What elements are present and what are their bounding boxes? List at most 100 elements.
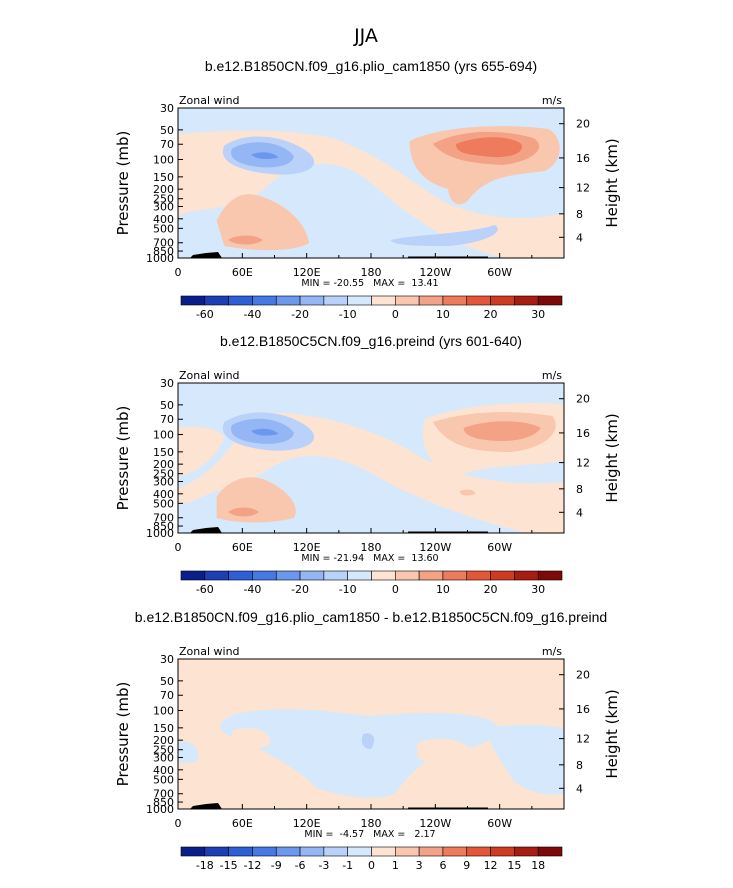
topography bbox=[190, 803, 222, 809]
pressure-axis-title: Pressure (mb) bbox=[114, 682, 132, 787]
pressure-tick-label: 850 bbox=[153, 520, 174, 533]
colorbar-cell bbox=[395, 295, 420, 306]
pressure-tick-label: 100 bbox=[153, 705, 174, 718]
pressure-tick-label: 400 bbox=[153, 764, 174, 777]
lon-tick-label: 120E bbox=[293, 541, 321, 554]
height-tick-label: 20 bbox=[576, 393, 590, 406]
height-tick-label: 20 bbox=[576, 669, 590, 682]
pressure-tick-label: 50 bbox=[160, 399, 174, 412]
colorbar-cell bbox=[442, 295, 468, 306]
colorbar-cell bbox=[418, 570, 444, 581]
colorbar-label: 6 bbox=[439, 859, 446, 872]
colorbar-label: -10 bbox=[339, 308, 357, 321]
colorbar-cell bbox=[371, 570, 396, 581]
variable-label: Zonal wind bbox=[179, 369, 240, 382]
colorbar-label: 0 bbox=[392, 583, 399, 596]
pressure-tick-label: 300 bbox=[153, 751, 174, 764]
height-tick-label: 16 bbox=[576, 703, 590, 716]
colorbar-cell bbox=[371, 295, 396, 306]
lon-tick-label: 0 bbox=[175, 817, 182, 830]
colorbar-cell bbox=[395, 570, 420, 581]
panel-title: b.e12.B1850CN.f09_g16.plio_cam1850 - b.e… bbox=[135, 609, 607, 625]
lon-tick-label: 180 bbox=[361, 541, 382, 554]
colorbar-cell bbox=[537, 295, 563, 306]
contour-region-2 bbox=[486, 724, 564, 795]
units-label: m/s bbox=[542, 94, 562, 107]
colorbar-label: 0 bbox=[368, 859, 375, 872]
pressure-axis-title: Pressure (mb) bbox=[114, 131, 132, 236]
contour-region-1 bbox=[178, 426, 225, 476]
lon-tick-label: 0 bbox=[175, 266, 182, 279]
colorbar-cell bbox=[323, 295, 348, 306]
pressure-tick-label: 250 bbox=[153, 193, 174, 206]
contour-region-10 bbox=[390, 225, 498, 246]
colorbar-cell bbox=[252, 846, 277, 857]
colorbar-label: -40 bbox=[243, 583, 261, 596]
topography bbox=[190, 252, 222, 258]
variable-label: Zonal wind bbox=[179, 645, 240, 658]
colorbar-label: 12 bbox=[484, 859, 498, 872]
colorbar-label: -18 bbox=[196, 859, 214, 872]
lon-tick-label: 60E bbox=[232, 541, 253, 554]
colorbar-cell bbox=[490, 295, 515, 306]
contour-region-10 bbox=[251, 428, 279, 436]
colorbar-cell bbox=[537, 846, 563, 857]
pressure-tick-label: 500 bbox=[153, 222, 174, 235]
units-label: m/s bbox=[542, 369, 562, 382]
colorbar-cell bbox=[442, 570, 468, 581]
colorbar-label: -60 bbox=[196, 583, 214, 596]
contour-region-11 bbox=[459, 489, 476, 496]
figure-title: JJA bbox=[353, 25, 378, 47]
colorbar-cell bbox=[252, 570, 277, 581]
pressure-tick-label: 300 bbox=[153, 200, 174, 213]
height-axis-title: Height (km) bbox=[603, 413, 621, 502]
panel-2: b.e12.B1850C5CN.f09_g16.preind (yrs 601-… bbox=[114, 333, 621, 596]
colorbar-cell bbox=[466, 846, 491, 857]
colorbar-cell bbox=[371, 846, 396, 857]
height-tick-label: 12 bbox=[576, 457, 590, 470]
colorbar-cell bbox=[204, 846, 229, 857]
min-max-stats: MIN = -21.94 MAX = 13.60 bbox=[301, 553, 438, 564]
topography-strip bbox=[408, 807, 488, 809]
contour-plot bbox=[178, 108, 564, 258]
pressure-tick-label: 30 bbox=[160, 102, 174, 115]
lon-tick-label: 60W bbox=[487, 266, 512, 279]
lon-tick-label: 180 bbox=[361, 266, 382, 279]
colorbar-cell bbox=[228, 295, 253, 306]
pressure-tick-label: 500 bbox=[153, 773, 174, 786]
pressure-tick-label: 250 bbox=[153, 468, 174, 481]
colorbar-label: -3 bbox=[318, 859, 329, 872]
colorbar-cell bbox=[180, 295, 206, 306]
pressure-tick-label: 250 bbox=[153, 744, 174, 757]
colorbar-label: 0 bbox=[392, 308, 399, 321]
lon-tick-label: 120E bbox=[293, 817, 321, 830]
height-tick-label: 16 bbox=[576, 427, 590, 440]
contour-region-6 bbox=[228, 235, 263, 245]
panel-title: b.e12.B1850C5CN.f09_g16.preind (yrs 601-… bbox=[220, 333, 522, 349]
pressure-axis-title: Pressure (mb) bbox=[114, 406, 132, 511]
colorbar-cell bbox=[299, 846, 325, 857]
colorbar-label: -6 bbox=[295, 859, 306, 872]
colorbar-label: 3 bbox=[416, 859, 423, 872]
lon-tick-label: 60E bbox=[232, 266, 253, 279]
colorbar-label: -9 bbox=[271, 859, 282, 872]
contour-region-3 bbox=[178, 741, 199, 764]
height-tick-label: 4 bbox=[576, 231, 583, 244]
colorbar-cell bbox=[442, 846, 468, 857]
colorbar-cell bbox=[252, 295, 277, 306]
height-tick-label: 4 bbox=[576, 506, 583, 519]
panels: b.e12.B1850CN.f09_g16.plio_cam1850 (yrs … bbox=[114, 58, 621, 872]
lon-tick-label: 120W bbox=[419, 266, 451, 279]
min-max-stats: MIN = -20.55 MAX = 13.41 bbox=[301, 278, 438, 289]
panel-title: b.e12.B1850CN.f09_g16.plio_cam1850 (yrs … bbox=[205, 58, 537, 74]
pressure-tick-label: 150 bbox=[153, 171, 174, 184]
colorbar-cell bbox=[275, 570, 301, 581]
colorbar-cell bbox=[299, 295, 325, 306]
pressure-tick-label: 1000 bbox=[146, 252, 174, 265]
pressure-tick-label: 400 bbox=[153, 213, 174, 226]
min-max-stats: MIN = -4.57 MAX = 2.17 bbox=[304, 829, 435, 840]
contour-region-7 bbox=[228, 507, 260, 517]
colorbar-label: -40 bbox=[243, 308, 261, 321]
lon-tick-label: 120W bbox=[419, 541, 451, 554]
colorbar-cell bbox=[299, 570, 325, 581]
